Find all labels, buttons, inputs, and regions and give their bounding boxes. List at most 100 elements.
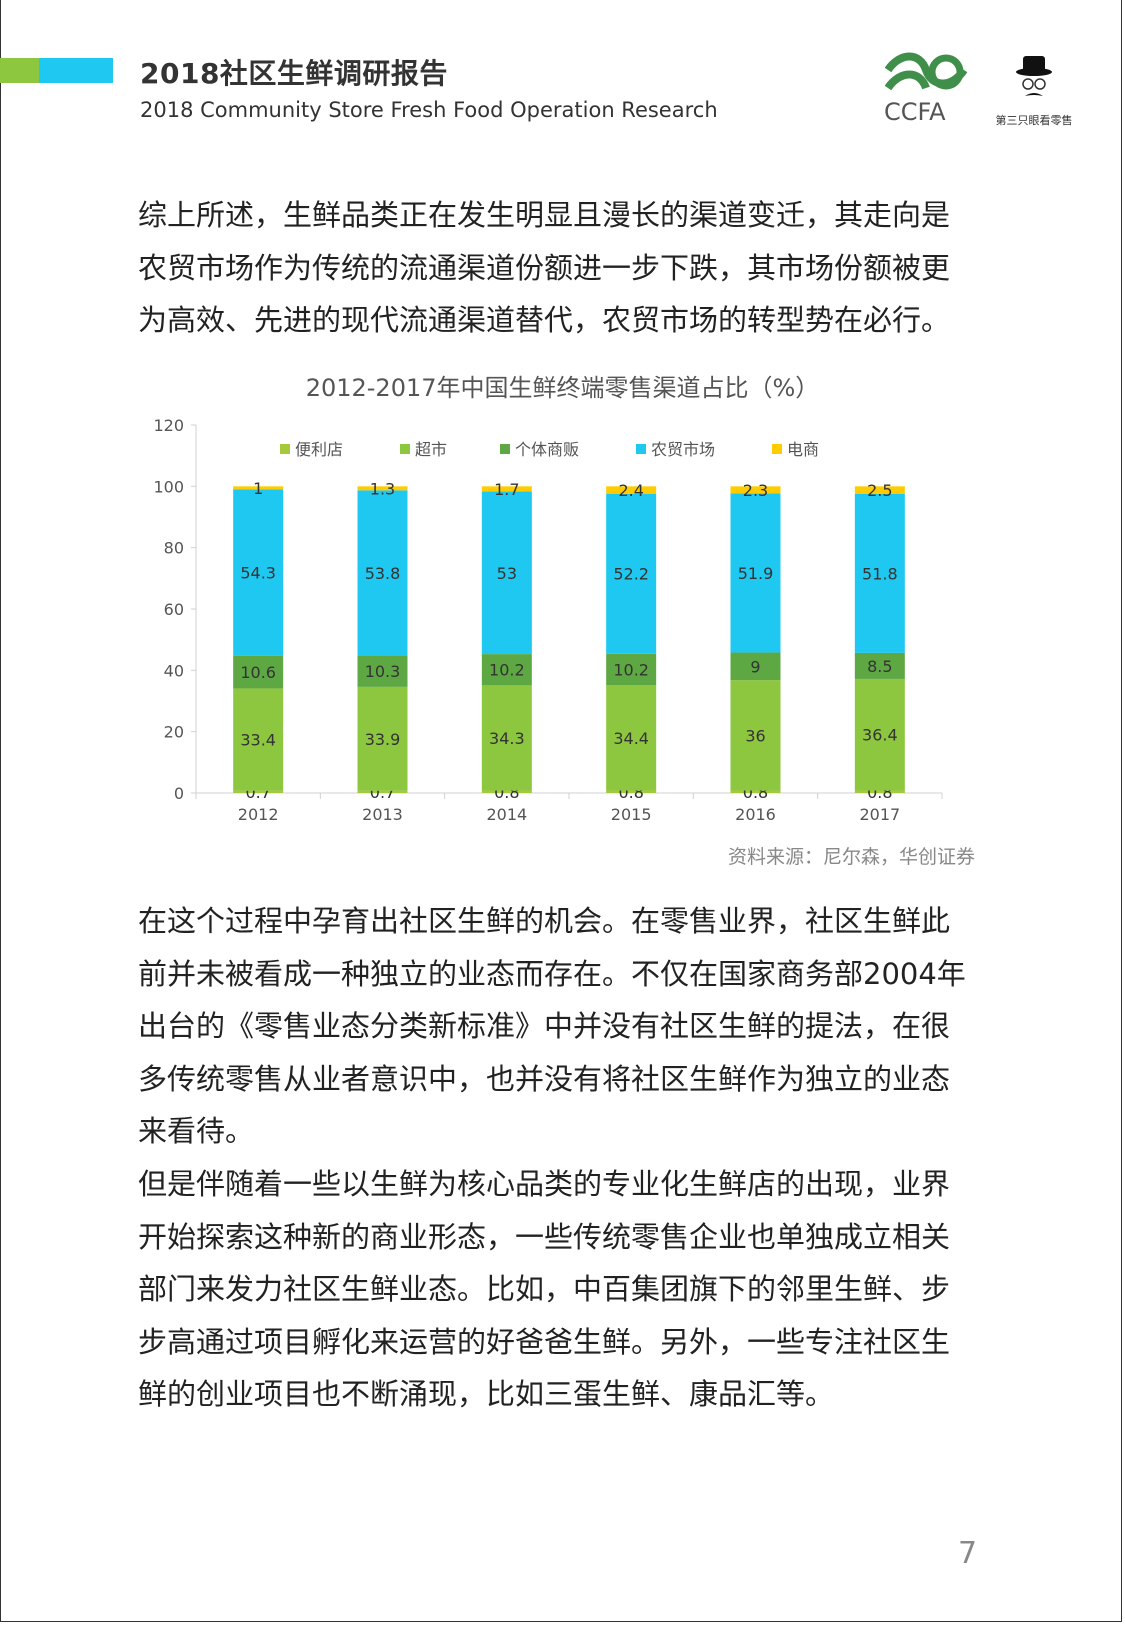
bar-segment xyxy=(730,652,781,681)
report-subtitle: 2018 Community Store Fresh Food Operatio… xyxy=(140,98,718,122)
paragraph-1: 综上所述，生鲜品类正在发生明显且漫长的渠道变迁，其走向是 农贸市场作为传统的流通… xyxy=(138,189,950,347)
y-tick-label: 20 xyxy=(164,723,184,742)
bar-segment xyxy=(357,655,408,687)
legend-swatch xyxy=(636,444,646,454)
bar-segment xyxy=(357,486,408,491)
header-accent-cyan xyxy=(39,58,113,83)
data-label: 51.8 xyxy=(862,564,898,583)
report-title: 2018社区生鲜调研报告 xyxy=(140,57,448,90)
bar-segment xyxy=(606,653,657,686)
bar-segment xyxy=(481,654,532,686)
y-tick-label: 100 xyxy=(153,477,184,496)
x-tick-label: 2014 xyxy=(486,805,527,824)
bar-segment xyxy=(481,685,532,791)
data-label: 2.5 xyxy=(867,481,892,500)
y-tick-label: 120 xyxy=(153,416,184,435)
text-line: 综上所述，生鲜品类正在发生明显且漫长的渠道变迁，其走向是 xyxy=(138,198,951,232)
data-label: 33.4 xyxy=(240,731,276,750)
text-line: 开始探索这种新的商业形态，一些传统零售企业也单独成立相关 xyxy=(138,1219,951,1254)
data-label: 9 xyxy=(750,657,760,676)
bar-segment xyxy=(730,486,781,494)
data-label: 2.4 xyxy=(618,481,643,500)
legend-label: 电商 xyxy=(787,440,819,459)
data-label: 36 xyxy=(745,726,765,745)
bar-segment xyxy=(854,494,905,653)
legend-label: 超市 xyxy=(415,440,447,459)
data-label: 1.7 xyxy=(494,480,519,499)
bar-segment xyxy=(481,486,532,492)
x-tick-label: 2015 xyxy=(611,805,652,824)
data-label: 53.8 xyxy=(365,564,401,583)
data-label: 34.3 xyxy=(489,729,525,748)
bar-segment xyxy=(730,493,781,653)
y-tick-label: 80 xyxy=(164,539,184,558)
bar-segment xyxy=(233,790,284,793)
data-label: 36.4 xyxy=(862,726,898,745)
data-label: 34.4 xyxy=(613,729,649,748)
bar-segment xyxy=(357,790,408,793)
data-label: 10.6 xyxy=(240,663,276,682)
bar-segment xyxy=(854,652,905,679)
text-line: 农贸市场作为传统的流通渠道份额进一步下跌，其市场份额被更 xyxy=(138,250,951,285)
bar-segment xyxy=(854,678,905,791)
x-tick-label: 2012 xyxy=(238,805,279,824)
data-label: 10.2 xyxy=(613,660,649,679)
bar-segment xyxy=(854,486,905,494)
text-line: 多传统零售从业者意识中，也并没有将社区生鲜作为独立的业态 xyxy=(138,1061,951,1096)
data-label: 51.9 xyxy=(738,564,774,583)
data-label: 1 xyxy=(253,479,263,498)
bar-segment xyxy=(357,490,408,656)
legend-swatch xyxy=(500,444,510,454)
bar-segment xyxy=(730,790,781,793)
data-label: 54.3 xyxy=(240,564,276,583)
y-tick-label: 60 xyxy=(164,600,184,619)
bar-segment xyxy=(854,790,905,793)
text-line: 在这个过程中孕育出社区生鲜的机会。在零售业界，社区生鲜此 xyxy=(138,904,951,938)
paragraph-3: 但是伴随着一些以生鲜为核心品类的专业化生鲜店的出现，业界 开始探索这种新的商业形… xyxy=(138,1158,950,1421)
data-label: 2.3 xyxy=(743,481,768,500)
logo-caption: 第三只眼看零售 xyxy=(995,114,1073,127)
bar-segment xyxy=(481,491,532,655)
legend-label: 农贸市场 xyxy=(651,440,715,459)
data-label: 8.5 xyxy=(867,657,892,676)
x-tick-label: 2017 xyxy=(859,805,900,824)
svg-text:CCFA: CCFA xyxy=(884,98,946,126)
bar-segment xyxy=(357,686,408,791)
legend-label: 个体商贩 xyxy=(515,440,579,459)
bar-segment xyxy=(606,493,657,654)
data-label: 53 xyxy=(497,564,517,583)
data-label: 52.2 xyxy=(613,565,649,584)
page-number: 7 xyxy=(958,1536,978,1571)
text-line: 步高通过项目孵化来运营的好爸爸生鲜。另外，一些专注社区生 xyxy=(138,1324,951,1359)
y-tick-label: 40 xyxy=(164,661,184,680)
x-tick-label: 2016 xyxy=(735,805,776,824)
text-line: 但是伴随着一些以生鲜为核心品类的专业化生鲜店的出现，业界 xyxy=(138,1167,951,1201)
legend-swatch xyxy=(280,444,290,454)
bar-segment xyxy=(606,486,657,494)
bar-segment xyxy=(233,655,284,689)
text-line: 前并未被看成一种独立的业态而存在。不仅在国家商务部2004年 xyxy=(138,956,966,991)
legend-swatch xyxy=(772,444,782,454)
paragraph-2: 在这个过程中孕育出社区生鲜的机会。在零售业界，社区生鲜此 前并未被看成一种独立的… xyxy=(138,895,966,1158)
legend-swatch xyxy=(400,444,410,454)
x-tick-label: 2013 xyxy=(362,805,403,824)
bar-segment xyxy=(606,790,657,793)
text-line: 鲜的创业项目也不断涌现，比如三蛋生鲜、康品汇等。 xyxy=(138,1377,835,1411)
data-label: 33.9 xyxy=(365,730,401,749)
chart-title: 2012-2017年中国生鲜终端零售渠道占比（%） xyxy=(305,374,820,402)
stacked-bar-chart: 0204060801001200.733.410.654.3120120.733… xyxy=(153,416,943,824)
third-eye-retail-logo: 第三只眼看零售 xyxy=(985,50,1083,130)
bar-segment xyxy=(233,486,284,490)
bar-segment xyxy=(481,790,532,793)
text-line: 为高效、先进的现代流通渠道替代，农贸市场的转型势在必行。 xyxy=(138,303,951,337)
bar-segment xyxy=(233,688,284,791)
text-line: 出台的《零售业态分类新标准》中并没有社区生鲜的提法，在很 xyxy=(138,1009,951,1043)
bar-segment xyxy=(606,685,657,791)
bar-segment xyxy=(730,680,781,791)
text-line: 来看待。 xyxy=(138,1114,255,1148)
bar-segment xyxy=(233,489,284,656)
data-label: 1.3 xyxy=(370,479,395,498)
y-tick-label: 0 xyxy=(174,784,184,803)
data-label: 10.2 xyxy=(489,661,525,680)
